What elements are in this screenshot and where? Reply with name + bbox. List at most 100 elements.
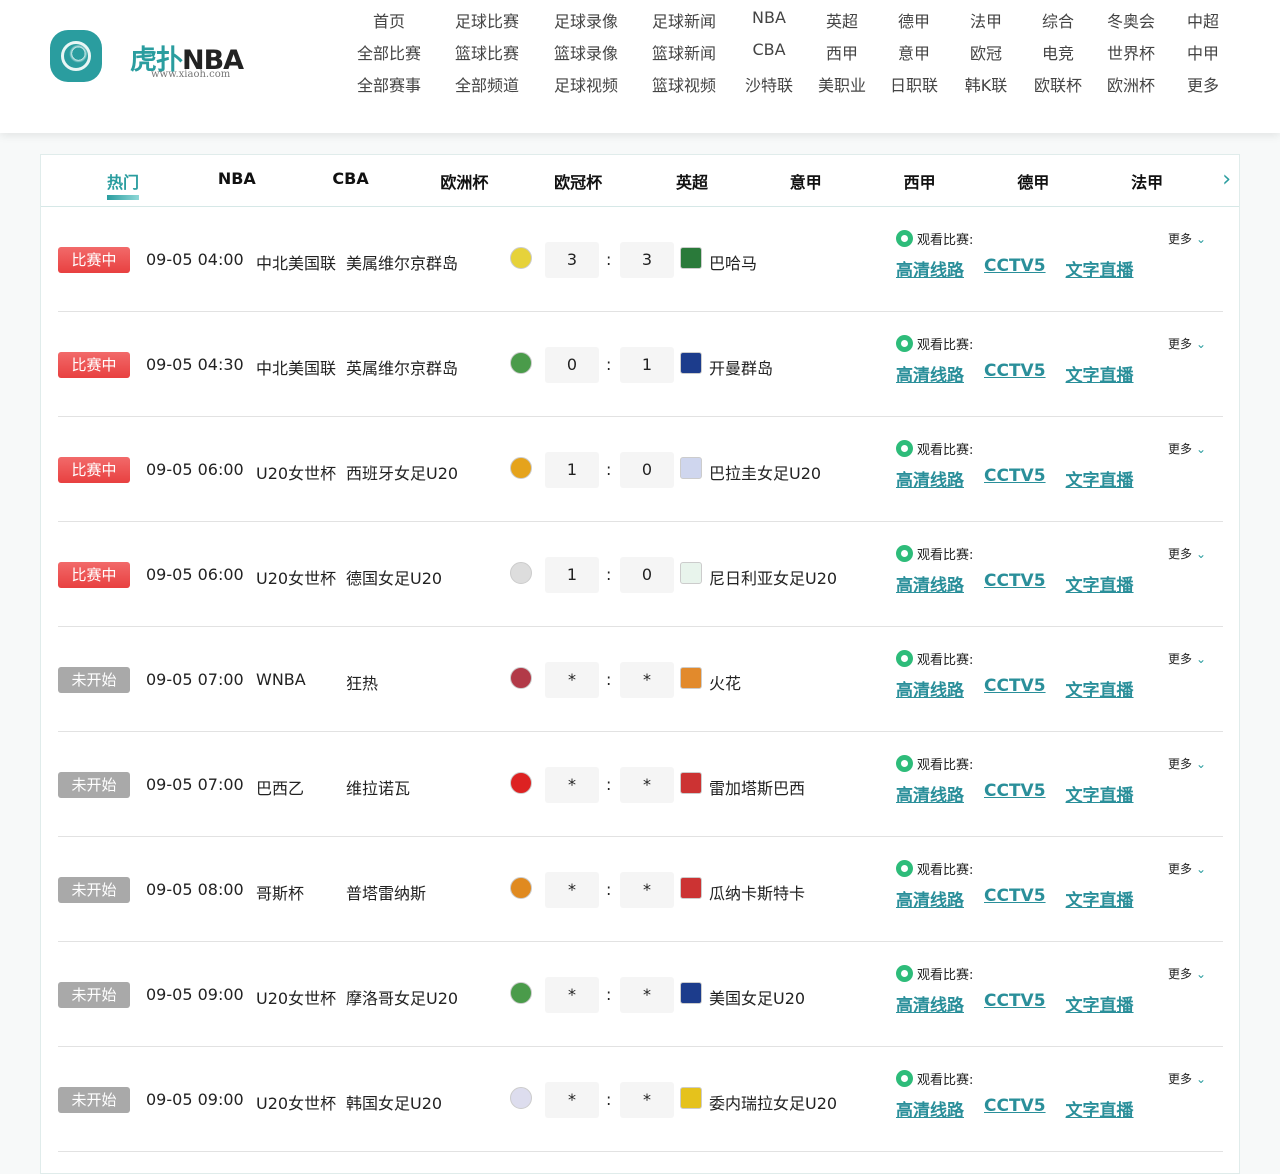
cctv5-link[interactable]: CCTV5: [984, 781, 1046, 801]
hd-stream-link[interactable]: 高清线路: [896, 996, 964, 1016]
league-name[interactable]: 巴西乙: [256, 779, 305, 798]
league-name[interactable]: WNBA: [256, 670, 306, 689]
nav-link[interactable]: 足球新闻: [651, 12, 717, 31]
text-live-link[interactable]: 文字直播: [1065, 471, 1134, 491]
text-live-link[interactable]: 文字直播: [1065, 996, 1134, 1016]
away-team[interactable]: 尼日利亚女足U20: [709, 569, 838, 588]
text-live-link[interactable]: 文字直播: [1065, 366, 1134, 386]
nav-link[interactable]: 欧洲杯: [1106, 76, 1156, 95]
home-team[interactable]: 德国女足U20: [346, 569, 443, 588]
hd-stream-link[interactable]: 高清线路: [896, 681, 964, 701]
nav-link[interactable]: 德甲: [897, 12, 931, 31]
cctv5-link[interactable]: CCTV5: [984, 676, 1046, 696]
hd-stream-link[interactable]: 高清线路: [896, 576, 964, 596]
nav-link[interactable]: 意甲: [897, 44, 931, 63]
tab-9[interactable]: 法甲: [1131, 173, 1164, 192]
cctv5-link[interactable]: CCTV5: [984, 466, 1046, 486]
more-button[interactable]: 更多 ⌄: [1168, 337, 1207, 351]
home-team[interactable]: 英属维尔京群岛: [346, 359, 459, 378]
chevron-right-icon[interactable]: ›: [1222, 167, 1231, 192]
text-live-link[interactable]: 文字直播: [1065, 786, 1134, 806]
hd-stream-link[interactable]: 高清线路: [896, 261, 964, 281]
nav-link[interactable]: 西甲: [825, 44, 859, 63]
home-team[interactable]: 狂热: [346, 674, 379, 693]
nav-link[interactable]: 欧冠: [969, 44, 1003, 63]
nav-link[interactable]: 法甲: [969, 12, 1003, 31]
nav-link[interactable]: CBA: [752, 40, 786, 59]
tab-3[interactable]: 欧洲杯: [440, 173, 489, 192]
more-button[interactable]: 更多 ⌄: [1168, 652, 1207, 666]
nav-link[interactable]: NBA: [752, 8, 786, 27]
nav-link[interactable]: 篮球新闻: [651, 44, 717, 63]
cctv5-link[interactable]: CCTV5: [984, 1096, 1046, 1116]
nav-link[interactable]: 美职业: [817, 76, 867, 95]
cctv5-link[interactable]: CCTV5: [984, 886, 1046, 906]
hd-stream-link[interactable]: 高清线路: [896, 891, 964, 911]
nav-link[interactable]: 日职联: [889, 76, 939, 95]
text-live-link[interactable]: 文字直播: [1065, 576, 1134, 596]
league-name[interactable]: U20女世杯: [256, 569, 337, 588]
more-button[interactable]: 更多 ⌄: [1168, 547, 1207, 561]
nav-link[interactable]: 冬奥会: [1106, 12, 1156, 31]
tab-7[interactable]: 西甲: [903, 173, 936, 192]
more-button[interactable]: 更多 ⌄: [1168, 757, 1207, 771]
home-team[interactable]: 西班牙女足U20: [346, 464, 459, 483]
cctv5-link[interactable]: CCTV5: [984, 361, 1046, 381]
nav-link[interactable]: 足球视频: [553, 76, 619, 95]
more-button[interactable]: 更多 ⌄: [1168, 232, 1207, 246]
away-team[interactable]: 委内瑞拉女足U20: [709, 1094, 838, 1113]
basketball-logo-icon[interactable]: [50, 30, 102, 82]
tab-8[interactable]: 德甲: [1017, 173, 1050, 192]
nav-link[interactable]: 电竞: [1041, 44, 1075, 63]
league-name[interactable]: 中北美国联: [256, 254, 337, 273]
tab-5[interactable]: 英超: [675, 173, 709, 192]
away-team[interactable]: 开曼群岛: [709, 359, 774, 378]
nav-link[interactable]: 综合: [1041, 12, 1075, 31]
away-team[interactable]: 瓜纳卡斯特卡: [709, 884, 806, 903]
more-button[interactable]: 更多 ⌄: [1168, 862, 1207, 876]
nav-link[interactable]: 中超: [1186, 12, 1220, 31]
more-button[interactable]: 更多 ⌄: [1168, 442, 1207, 456]
cctv5-link[interactable]: CCTV5: [984, 991, 1046, 1011]
cctv5-link[interactable]: CCTV5: [984, 256, 1046, 276]
hd-stream-link[interactable]: 高清线路: [896, 786, 964, 806]
home-team[interactable]: 普塔雷纳斯: [346, 884, 427, 903]
league-name[interactable]: 中北美国联: [256, 359, 337, 378]
league-name[interactable]: U20女世杯: [256, 989, 337, 1008]
tab-0[interactable]: 热门: [106, 169, 140, 200]
logo-text[interactable]: 虎扑NBA: [130, 45, 244, 76]
away-team[interactable]: 巴哈马: [709, 254, 758, 273]
hd-stream-link[interactable]: 高清线路: [896, 471, 964, 491]
nav-link[interactable]: 更多: [1186, 76, 1220, 95]
tab-2[interactable]: CBA: [332, 169, 369, 188]
nav-link[interactable]: 全部比赛: [356, 44, 422, 63]
nav-link[interactable]: 篮球视频: [651, 76, 717, 95]
away-team[interactable]: 火花: [709, 674, 742, 693]
nav-link[interactable]: 欧联杯: [1033, 76, 1083, 95]
home-team[interactable]: 美属维尔京群岛: [346, 254, 459, 273]
text-live-link[interactable]: 文字直播: [1065, 1101, 1134, 1121]
league-name[interactable]: U20女世杯: [256, 464, 337, 483]
hd-stream-link[interactable]: 高清线路: [896, 1101, 964, 1121]
nav-link[interactable]: 篮球录像: [553, 44, 619, 63]
nav-link[interactable]: 篮球比赛: [454, 44, 520, 63]
cctv5-link[interactable]: CCTV5: [984, 571, 1046, 591]
home-team[interactable]: 韩国女足U20: [346, 1094, 443, 1113]
text-live-link[interactable]: 文字直播: [1065, 891, 1134, 911]
league-name[interactable]: U20女世杯: [256, 1094, 337, 1113]
home-team[interactable]: 维拉诺瓦: [346, 779, 411, 798]
more-button[interactable]: 更多 ⌄: [1168, 967, 1207, 981]
nav-link[interactable]: 足球录像: [553, 12, 619, 31]
nav-link[interactable]: 韩K联: [964, 76, 1008, 95]
league-name[interactable]: 哥斯杯: [256, 884, 305, 903]
away-team[interactable]: 美国女足U20: [709, 989, 806, 1008]
nav-link[interactable]: 足球比赛: [454, 12, 520, 31]
nav-link[interactable]: 英超: [825, 12, 859, 31]
nav-link[interactable]: 沙特联: [744, 76, 794, 95]
nav-link[interactable]: 世界杯: [1106, 44, 1156, 63]
away-team[interactable]: 雷加塔斯巴西: [709, 779, 806, 798]
home-team[interactable]: 摩洛哥女足U20: [346, 989, 459, 1008]
text-live-link[interactable]: 文字直播: [1065, 261, 1134, 281]
nav-link[interactable]: 全部频道: [454, 76, 520, 95]
away-team[interactable]: 巴拉圭女足U20: [709, 464, 822, 483]
